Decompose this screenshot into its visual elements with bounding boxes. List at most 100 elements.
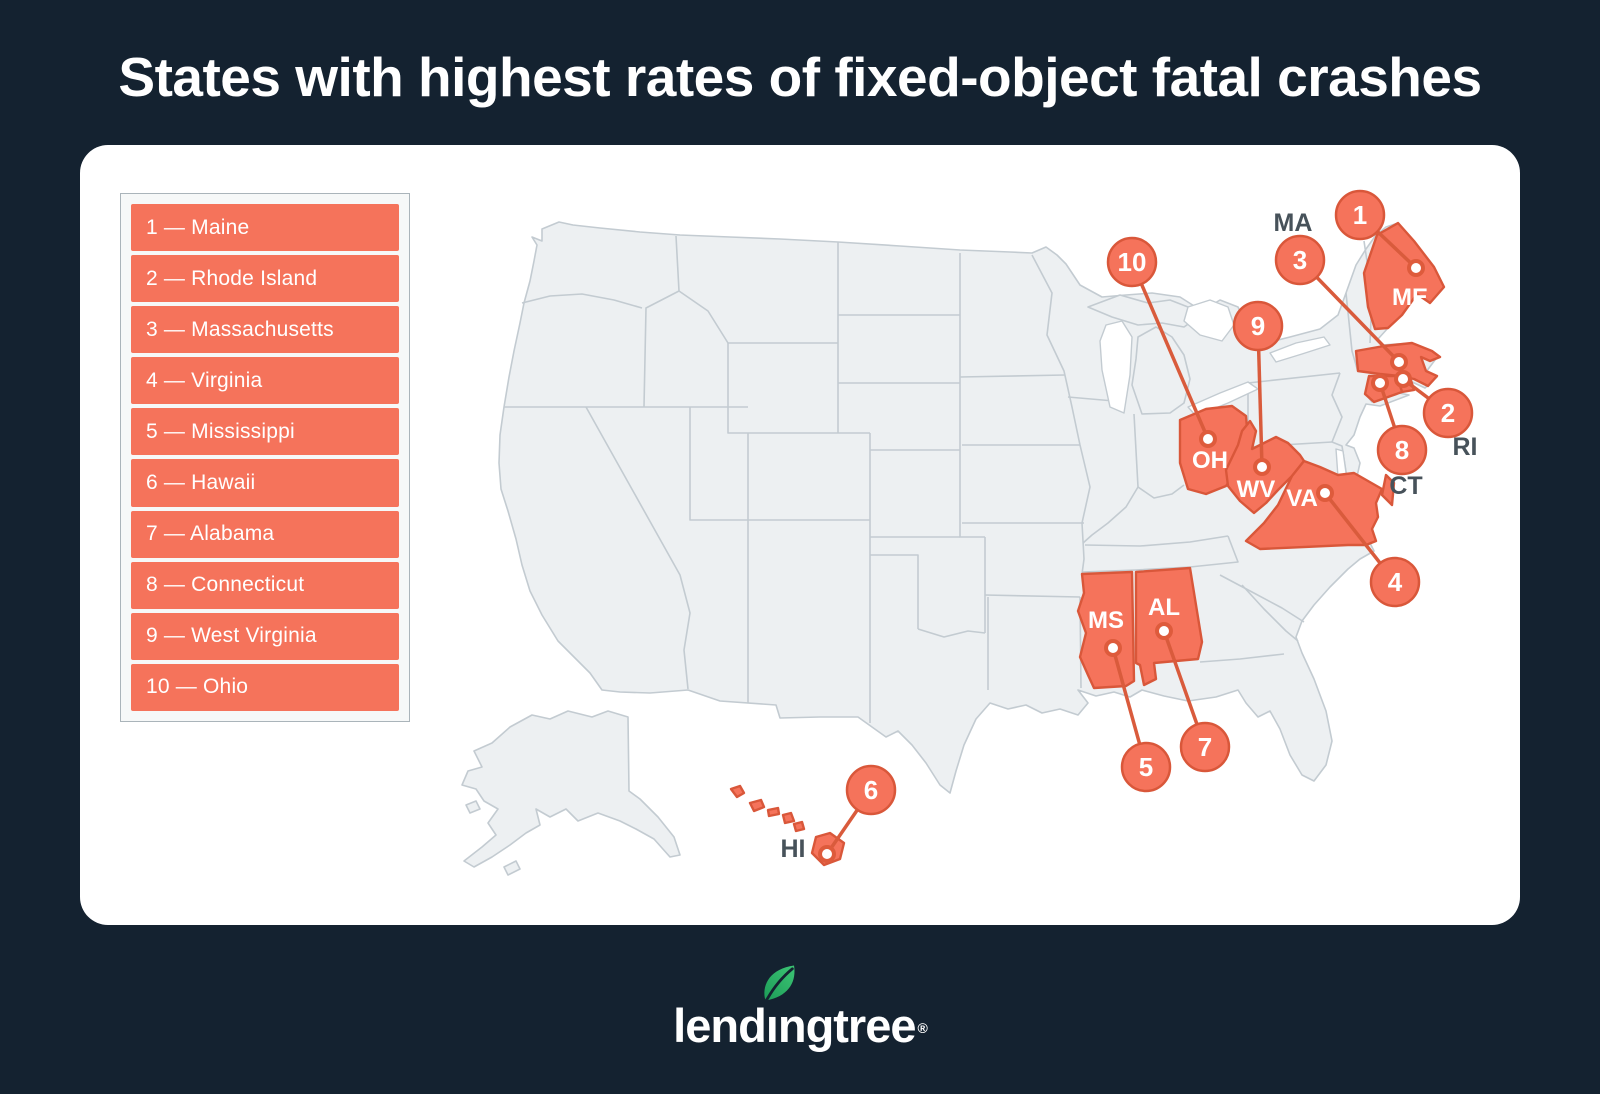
alaska: [461, 710, 681, 876]
marker-dot-maine: [1407, 259, 1425, 277]
state-border-line: [643, 235, 680, 408]
svg-text:4: 4: [1388, 567, 1403, 597]
state-border-line: [1199, 653, 1285, 663]
svg-text:8: 8: [1395, 435, 1409, 465]
lake-ontario: [1269, 336, 1331, 363]
legend-item-alabama: 7 — Alabama: [131, 510, 399, 558]
alaska-mainland: [461, 710, 681, 868]
hawaii-island: [748, 798, 766, 813]
legend-item-mississippi: 5 — Mississippi: [131, 408, 399, 456]
registered-trademark: ®: [917, 1020, 928, 1036]
state-labels: ME OH WV VA MS AL MA RI CT HI: [781, 209, 1478, 863]
state-border-line: [585, 406, 691, 690]
state-label-west-virginia: WV: [1237, 476, 1276, 503]
marker-dot-massachusetts: [1390, 353, 1408, 371]
state-label-massachusetts: MA: [1274, 209, 1313, 237]
marker-dot-connecticut: [1371, 374, 1389, 392]
svg-text:9: 9: [1251, 311, 1265, 341]
state-border-line: [1137, 484, 1185, 499]
state-border-line: [1067, 396, 1115, 402]
state-label-ohio: OH: [1192, 447, 1228, 474]
badge-alabama: 7: [1179, 721, 1231, 773]
svg-text:5: 5: [1139, 752, 1153, 782]
page-title: States with highest rates of fixed-objec…: [118, 46, 1482, 108]
legend-item-massachusetts: 3 — Massachusetts: [131, 306, 399, 354]
marker-dot-alabama: [1155, 622, 1173, 640]
state-label-rhode-island: RI: [1453, 433, 1478, 461]
badge-west-virginia: 9: [1232, 300, 1284, 352]
lendingtree-wordmark: lendı ngtree ®: [673, 965, 928, 1052]
state-border-line: [689, 407, 748, 521]
legend-item-connecticut: 8 — Connecticut: [131, 561, 399, 609]
svg-text:2: 2: [1441, 398, 1455, 428]
infographic-card: 1 2 3 4 5 6 7: [80, 145, 1520, 925]
legend-item-ohio: 10 — Ohio: [131, 663, 399, 711]
badge-mississippi: 5: [1120, 741, 1172, 793]
state-label-hawaii: HI: [781, 835, 806, 863]
marker-dot-rhode-island: [1394, 370, 1412, 388]
svg-text:10: 10: [1118, 247, 1147, 277]
logo-letter-i: ı: [764, 965, 795, 1052]
svg-text:3: 3: [1293, 245, 1307, 275]
svg-text:1: 1: [1353, 200, 1367, 230]
michigan-lower-peninsula: [1131, 326, 1191, 415]
state-border-line: [959, 374, 1066, 378]
state-border-line: [1082, 486, 1139, 544]
marker-dot-mississippi: [1104, 639, 1122, 657]
state-border-line: [678, 290, 729, 344]
lake-michigan: [1099, 320, 1133, 414]
state-mississippi: [1076, 570, 1136, 690]
state-border-line: [521, 293, 643, 309]
leader-line-ohio: [1130, 261, 1210, 440]
alaska-island: [465, 800, 481, 814]
state-border-line: [1219, 574, 1305, 623]
state-border-line: [1084, 535, 1229, 547]
state-border-line: [727, 343, 838, 434]
state-border-line: [1331, 372, 1343, 443]
legend-item-virginia: 4 — Virginia: [131, 357, 399, 405]
badge-hawaii: 6: [845, 764, 897, 816]
lake-huron: [1183, 299, 1235, 342]
legend-item-west-virginia: 9 — West Virginia: [131, 612, 399, 660]
hawaii-island: [781, 811, 796, 825]
marker-dot-west-virginia: [1253, 458, 1271, 476]
us-map: 1 2 3 4 5 6 7: [461, 189, 1478, 876]
badge-connecticut: 8: [1376, 424, 1428, 476]
lendingtree-logo: lendı ngtree ®: [0, 965, 1600, 1052]
badge-rhode-island: 2: [1422, 387, 1474, 439]
logo-text-pre: lend: [673, 999, 767, 1052]
state-label-virginia: VA: [1286, 485, 1318, 512]
state-border-line: [959, 253, 985, 538]
svg-text:6: 6: [864, 775, 878, 805]
marker-dot-virginia: [1316, 484, 1334, 502]
state-border-line: [1345, 292, 1359, 373]
marker-dot-hawaii: [818, 845, 836, 863]
alaska-island: [503, 860, 521, 876]
state-label-alabama: AL: [1148, 594, 1180, 621]
great-lakes: [1099, 299, 1349, 488]
rank-badges: 1 2 3 4 5 6 7: [845, 189, 1474, 816]
state-label-connecticut: CT: [1389, 472, 1422, 500]
state-border-line: [917, 628, 986, 638]
badge-maine: 1: [1334, 189, 1386, 241]
marker-dots: [818, 259, 1425, 863]
state-label-maine: ME: [1392, 284, 1428, 311]
leaf-icon: [764, 965, 795, 1001]
svg-text:7: 7: [1198, 732, 1212, 762]
state-maine: [1362, 221, 1446, 331]
state-border-line: [1031, 254, 1091, 575]
hawaii-island: [766, 806, 781, 818]
state-virginia: [1244, 459, 1384, 551]
badge-ohio: 10: [1106, 236, 1158, 288]
state-virginia-eastern-shore: [1380, 473, 1396, 507]
legend-item-hawaii: 6 — Hawaii: [131, 459, 399, 507]
state-border-line: [1247, 372, 1341, 384]
state-border-line: [870, 554, 919, 629]
state-border-line: [984, 594, 1081, 598]
state-border-line: [1133, 413, 1139, 488]
badge-virginia: 4: [1369, 556, 1421, 608]
legend-item-maine: 1 — Maine: [131, 204, 399, 252]
logo-text-post: ngtree: [777, 999, 917, 1052]
legend-item-rhode-island: 2 — Rhode Island: [131, 255, 399, 303]
state-border-lines: [504, 235, 1373, 723]
